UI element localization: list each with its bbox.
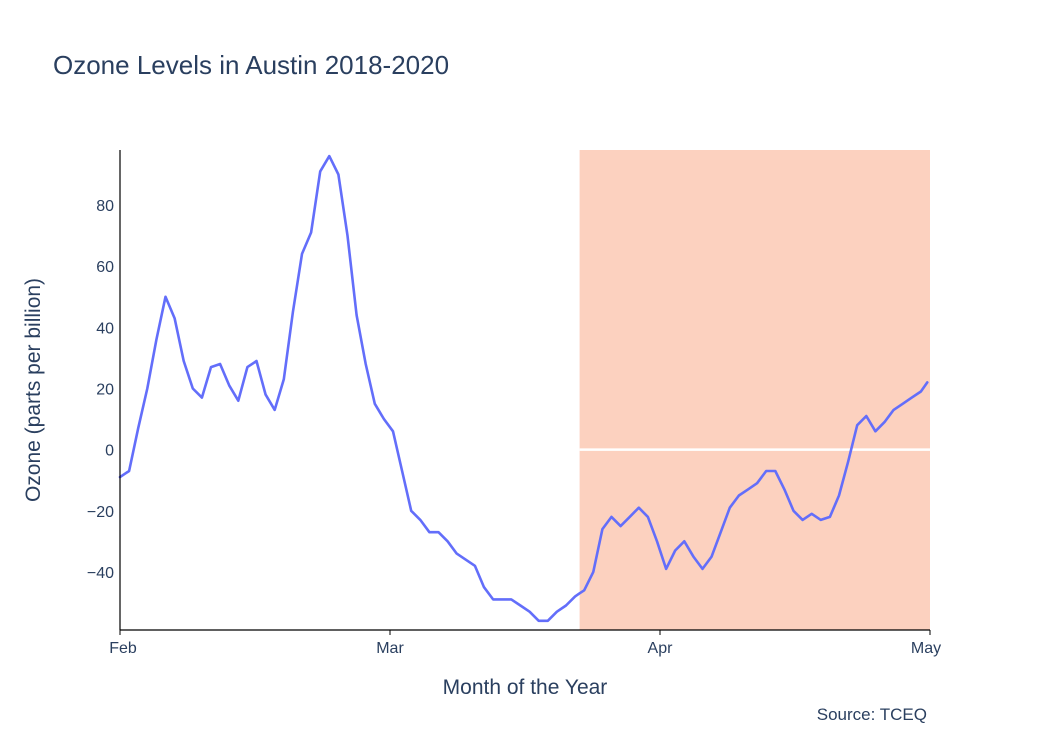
series-line-0 — [118, 154, 929, 623]
x-tick-label: Apr — [648, 640, 674, 657]
chart-title: Ozone Levels in Austin 2018-2020 — [53, 50, 450, 80]
ticks-group: −40 −20 0 20 40 60 80 Feb Mar Apr May — [87, 198, 941, 657]
y-tick-label: −20 — [87, 504, 114, 521]
y-axis-title: Ozone (parts per billion) — [22, 278, 45, 502]
y-tick-label: −40 — [87, 565, 114, 582]
axes-group — [119, 150, 930, 631]
x-axis-title: Month of the Year — [443, 676, 608, 699]
y-tick-label: 20 — [96, 381, 114, 398]
plot-background — [579, 150, 930, 630]
highlight-region — [579, 150, 930, 630]
x-tick-label: Mar — [376, 640, 404, 657]
y-tick-label: 0 — [105, 443, 114, 460]
x-tick-label: May — [911, 640, 941, 657]
y-tick-label: 60 — [96, 259, 114, 276]
source-note: Source: TCEQ — [817, 705, 927, 724]
y-tick-label: 40 — [96, 320, 114, 337]
series-group — [118, 154, 929, 623]
x-tick-label: Feb — [109, 640, 137, 657]
y-tick-label: 80 — [96, 198, 114, 215]
